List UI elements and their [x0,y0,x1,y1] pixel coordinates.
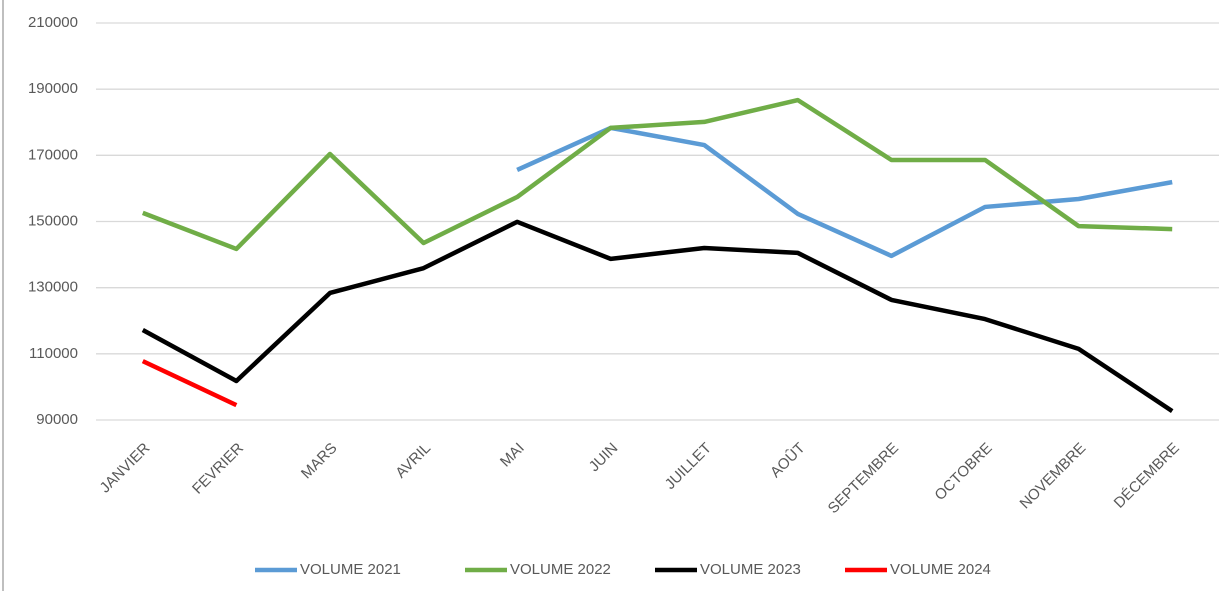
legend-label: VOLUME 2021 [300,561,401,578]
y-tick-label: 150000 [28,212,78,229]
series-line [141,359,238,408]
y-tick-label: 170000 [28,146,78,163]
series-line [141,97,1173,252]
series-line [516,125,1173,259]
legend-label: VOLUME 2024 [890,561,991,578]
y-tick-label: 110000 [29,345,78,362]
y-tick-label: 90000 [36,411,78,428]
y-tick-label: 210000 [28,14,78,31]
legend-label: VOLUME 2023 [700,561,801,578]
series-line [141,219,1174,413]
y-tick-label: 130000 [28,279,78,296]
legend-label: VOLUME 2022 [510,561,611,578]
y-tick-label: 190000 [28,80,78,97]
